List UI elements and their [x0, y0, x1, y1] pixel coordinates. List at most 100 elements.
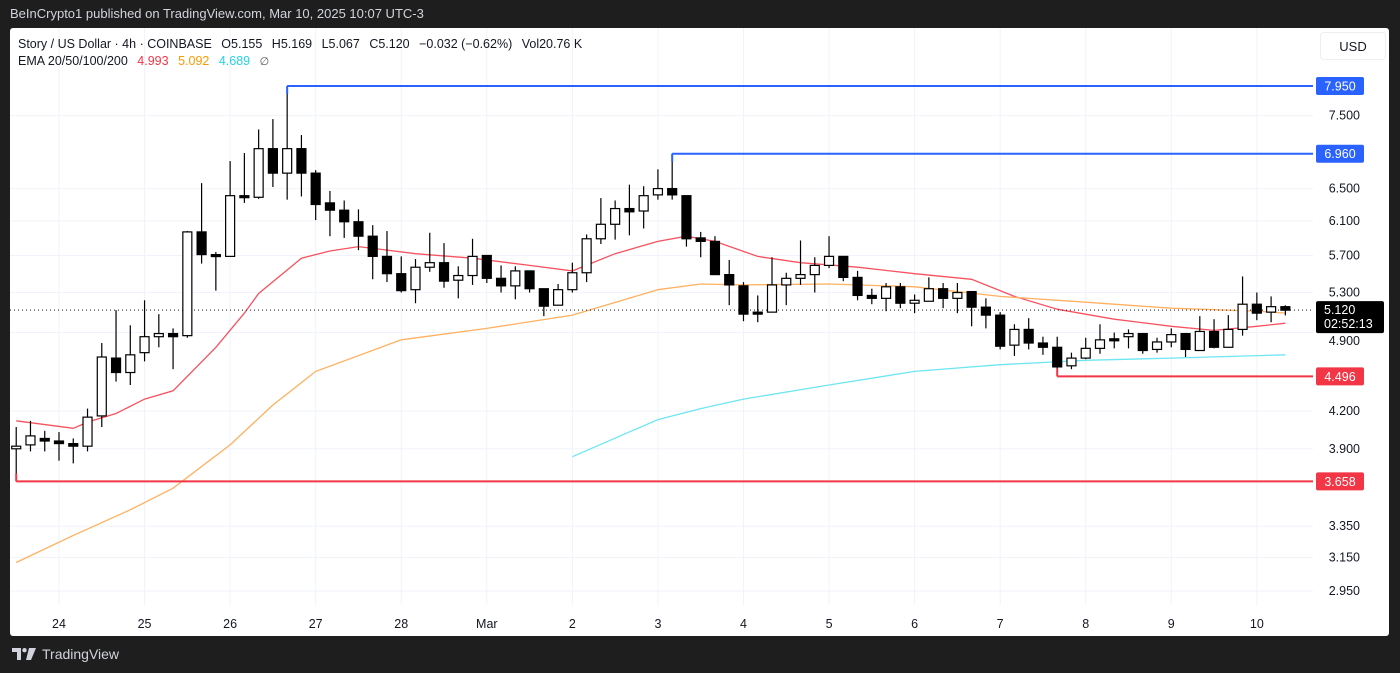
candle [552, 283, 564, 306]
candle [182, 231, 193, 338]
candle [53, 432, 65, 461]
candle-body-down [980, 306, 992, 316]
candle-body-up [1151, 341, 1163, 351]
candle-body-down [39, 437, 50, 442]
candle-body-up [1066, 357, 1077, 367]
level-label: 4.496 [1324, 370, 1355, 384]
candle-body-down [438, 262, 450, 282]
candle [681, 195, 692, 247]
level-label-box [1316, 144, 1364, 163]
candle-body-down [1109, 338, 1120, 342]
candle [96, 343, 107, 428]
chart-panel[interactable] [10, 28, 1389, 636]
candle-body-down [381, 255, 393, 275]
candle [823, 236, 835, 269]
time-tick-label: 7 [997, 617, 1004, 631]
candle [866, 288, 877, 305]
ema200-empty-icon: ∅ [259, 56, 270, 68]
candle [282, 86, 293, 200]
candle-body-down [995, 314, 1006, 347]
candle-body-down [396, 273, 407, 292]
candle-body-up [795, 274, 806, 279]
candle-body-down [239, 195, 250, 199]
candle [724, 259, 735, 306]
candle [153, 314, 164, 348]
candle [510, 266, 521, 300]
candle [1180, 332, 1191, 358]
price-tick-label: 5.300 [1329, 286, 1360, 300]
tradingview-logo-icon [12, 648, 36, 660]
candle [624, 184, 635, 236]
candle [966, 290, 977, 327]
ema20-value: 4.993 [137, 54, 169, 68]
candle-body-up [766, 284, 778, 313]
bar-countdown: 02:52:13 [1324, 317, 1373, 331]
candle [595, 198, 606, 244]
candle-body-down [481, 254, 492, 279]
candle [1194, 316, 1205, 352]
candle-body-down [1208, 330, 1220, 348]
candle [1166, 328, 1177, 348]
candle [995, 312, 1006, 350]
candle [367, 225, 378, 280]
candle-body-up [823, 255, 835, 267]
candle [1137, 332, 1148, 354]
footer-brand-text: TradingView [42, 646, 120, 662]
ohlc-low: L5.067 [321, 37, 360, 51]
candle-body-down [866, 294, 877, 299]
candle [424, 232, 435, 272]
candle [638, 186, 649, 229]
candle [167, 328, 179, 370]
candle-body-down [838, 255, 849, 278]
candle-body-up [467, 255, 478, 277]
candle [39, 430, 50, 452]
candle-body-down [895, 286, 906, 304]
candle-body-up [1237, 303, 1248, 331]
candle-body-down [367, 235, 378, 257]
candle [1094, 324, 1106, 354]
candle-body-up [510, 270, 521, 287]
currency-button[interactable]: USD [1320, 32, 1386, 60]
candle-body-down [752, 311, 763, 315]
price-tick-label: 5.700 [1329, 248, 1360, 262]
candle [952, 283, 963, 314]
price-tick-label: 3.350 [1329, 519, 1360, 533]
candle [567, 262, 578, 293]
candle-body-down [624, 207, 635, 213]
candle [909, 294, 920, 314]
ema-legend[interactable]: EMA 20/50/100/200 4.993 5.092 4.689 ∅ [18, 54, 275, 68]
candle [267, 119, 278, 188]
candle-body-down [1280, 306, 1291, 311]
candle-body-up [1009, 328, 1020, 346]
candle-body-up [1123, 332, 1134, 338]
candle-body-up [952, 291, 963, 299]
level-label: 7.950 [1324, 80, 1355, 94]
candle-body-up [880, 286, 892, 299]
level-label-box [1316, 472, 1364, 491]
candle-body-up [552, 289, 564, 306]
level-label-box [1316, 77, 1364, 95]
candle [1265, 296, 1277, 323]
candle [610, 200, 621, 240]
candle [253, 129, 264, 199]
candle-body-up [1194, 330, 1205, 352]
time-tick-label: 8 [1082, 617, 1089, 631]
candle [381, 231, 393, 283]
candle-body-up [567, 272, 578, 291]
candle [524, 270, 535, 293]
candle-body-down [681, 195, 692, 240]
candle-body-up [453, 274, 464, 281]
candle [1023, 318, 1034, 350]
symbol-title[interactable]: Story / US Dollar · 4h · COINBASE [18, 37, 212, 51]
time-tick-label: 24 [52, 617, 66, 631]
candle [210, 251, 221, 291]
time-tick-label: 3 [654, 617, 661, 631]
level-label: 3.658 [1324, 475, 1355, 489]
candle [852, 270, 863, 301]
candle [752, 295, 763, 323]
candle-body-up [11, 445, 22, 450]
candle [766, 257, 778, 313]
candle [11, 427, 22, 482]
footer-brand[interactable]: TradingView [12, 646, 119, 662]
